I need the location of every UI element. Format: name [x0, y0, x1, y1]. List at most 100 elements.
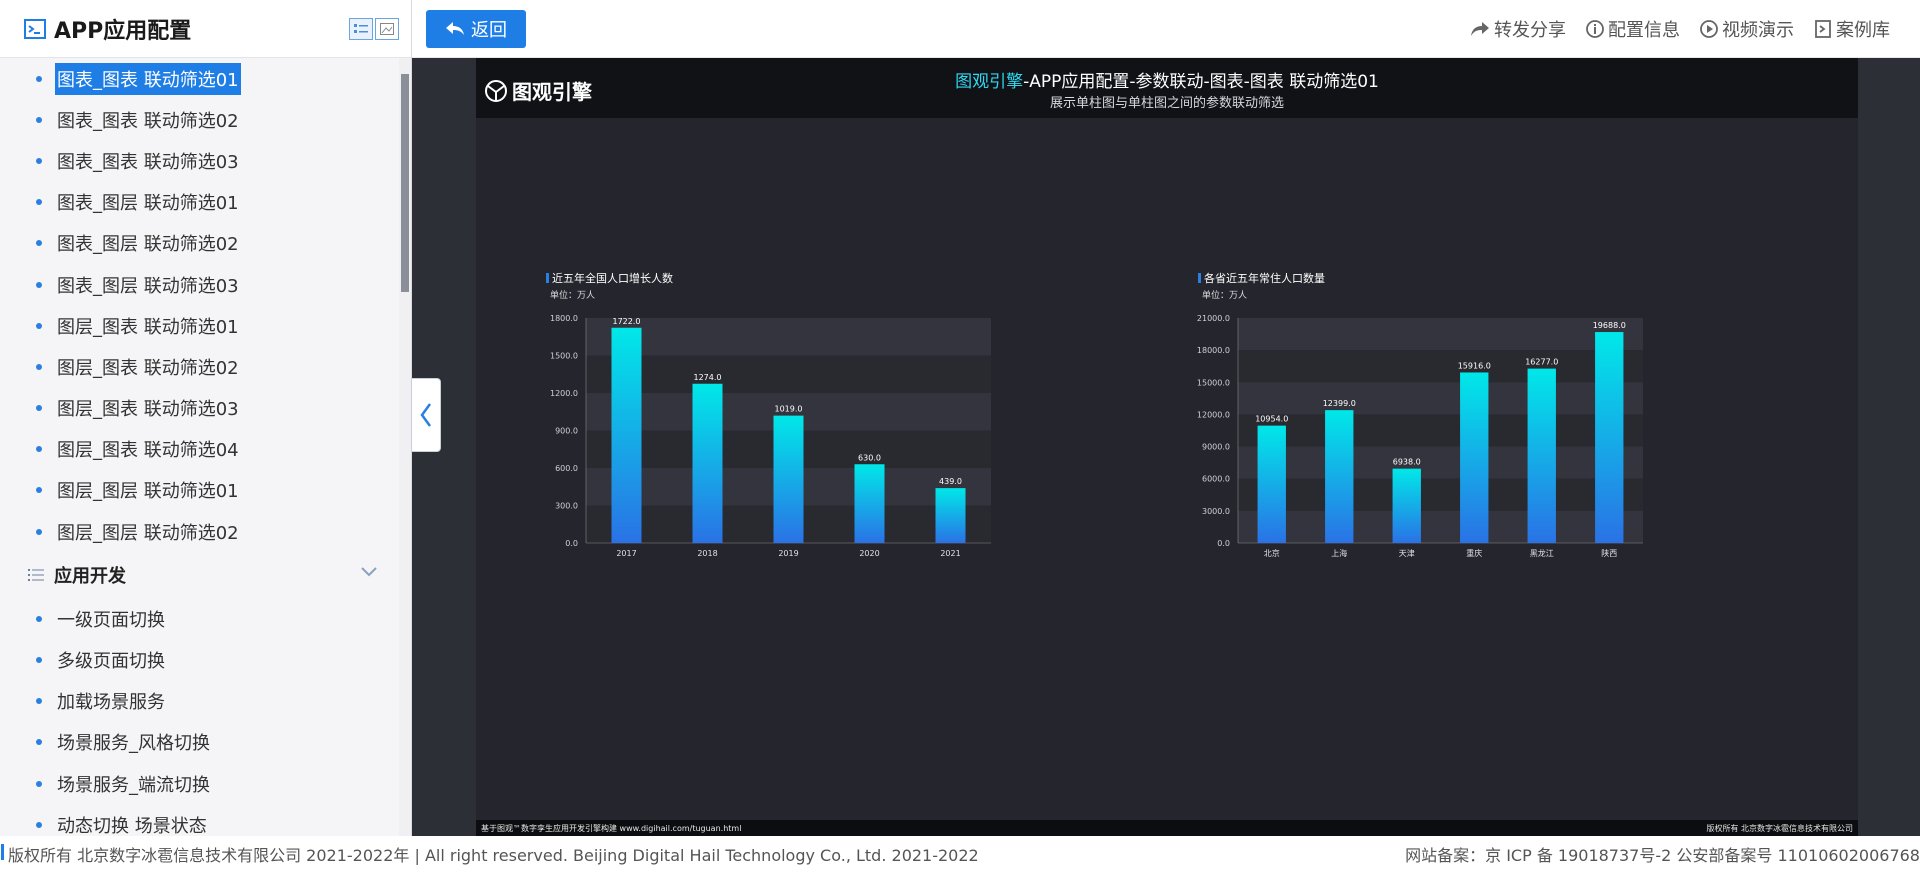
bar	[1595, 332, 1624, 543]
bullet-icon	[36, 657, 42, 664]
y-tick-label: 6000.0	[1202, 475, 1230, 484]
collapse-sidebar-button[interactable]	[411, 378, 441, 452]
config-info-button[interactable]: 配置信息	[1586, 16, 1680, 42]
case-library-label: 案例库	[1836, 20, 1890, 41]
sidebar-item-label: 图层_图表 联动筛选04	[57, 440, 239, 462]
sidebar-item[interactable]: 图表_图表 联动筛选03	[0, 140, 400, 181]
sidebar-item-label: 图表_图表 联动筛选02	[57, 110, 239, 132]
bar	[611, 327, 642, 543]
x-tick-label: 北京	[1264, 548, 1280, 558]
sidebar-title: APP应用配置	[54, 18, 192, 44]
sidebar-item[interactable]: 图表_图表 联动筛选01	[0, 58, 400, 99]
sidebar-item[interactable]: 图表_图层 联动筛选01	[0, 182, 400, 223]
bullet-icon	[36, 698, 42, 705]
sidebar-item[interactable]: 图表_图表 联动筛选02	[0, 99, 400, 140]
sidebar-item[interactable]: 场景服务_风格切换	[0, 722, 400, 763]
sidebar-item-label: 图层_图层 联动筛选02	[57, 522, 239, 544]
sidebar-item[interactable]: 图层_图表 联动筛选03	[0, 388, 400, 429]
library-icon	[1815, 20, 1831, 38]
preview-subtitle: 展示单柱图与单柱图之间的参数联动筛选	[1049, 96, 1284, 111]
bullet-icon	[36, 487, 42, 494]
bullet-icon	[36, 739, 42, 746]
sidebar-group-app-dev[interactable]: 应用开发	[0, 552, 400, 598]
sidebar-scroll-thumb[interactable]	[401, 74, 409, 292]
bar	[1392, 468, 1421, 543]
grid-band	[1238, 318, 1643, 351]
bar	[692, 383, 723, 543]
sidebar-item[interactable]: 图层_图层 联动筛选02	[0, 511, 400, 552]
back-arrow-icon	[446, 21, 464, 35]
list-view-icon[interactable]	[349, 18, 373, 40]
sidebar-item[interactable]: 多级页面切换	[0, 639, 400, 680]
engine-logo-icon	[485, 79, 507, 102]
grid-band	[586, 355, 991, 393]
sidebar-item[interactable]: 图层_图表 联动筛选02	[0, 346, 400, 387]
video-demo-button[interactable]: 视频演示	[1700, 16, 1794, 42]
sidebar-item[interactable]: 场景服务_端流切换	[0, 763, 400, 804]
grid-band	[586, 318, 991, 356]
sidebar-item[interactable]: 加载场景服务	[0, 681, 400, 722]
data-label: 15916.0	[1458, 361, 1491, 370]
grid-band	[1238, 510, 1643, 543]
bullet-icon	[36, 322, 42, 329]
share-button[interactable]: 转发分享	[1470, 16, 1566, 42]
y-tick-label: 300.0	[555, 502, 578, 511]
population-growth-chart: 近五年全国人口增长人数 单位：万人 0.0 300.0 600.0 900.0 1200…	[546, 270, 991, 558]
image-view-icon[interactable]	[375, 18, 399, 40]
sidebar-scrollbar[interactable]	[399, 58, 411, 836]
x-tick-label: 陕西	[1601, 548, 1617, 558]
share-label: 转发分享	[1494, 20, 1566, 41]
y-tick-label: 0.0	[565, 539, 578, 548]
x-tick-label: 上海	[1331, 548, 1347, 558]
app-preview: 图观引擎 图观引擎-APP应用配置-参数联动-图表-图表 联动筛选01 展示单柱…	[476, 58, 1858, 836]
preview-header: 图观引擎 图观引擎-APP应用配置-参数联动-图表-图表 联动筛选01 展示单柱…	[476, 58, 1858, 118]
chart-svg: 0.0 300.0 600.0 900.0 1200.0 1500.0 1800.0 1722…	[550, 314, 991, 558]
bullet-icon	[36, 116, 42, 123]
sidebar-item[interactable]: 图层_图表 联动筛选01	[0, 305, 400, 346]
province-population-chart: 各省近五年常住人口数量 单位：万人 0.0 3000.0 6000.0 9000.0 1…	[1197, 270, 1643, 558]
sidebar-item[interactable]: 图表_图层 联动筛选03	[0, 264, 400, 305]
sidebar-item-label: 图表_图层 联动筛选02	[57, 234, 239, 256]
bullet-icon	[36, 780, 42, 787]
data-label: 12399.0	[1323, 399, 1356, 408]
sidebar-item[interactable]: 图层_图层 联动筛选01	[0, 470, 400, 511]
back-button-label: 返回	[471, 19, 507, 40]
chart-title: 近五年全国人口增长人数	[546, 270, 673, 286]
video-demo-label: 视频演示	[1722, 20, 1794, 41]
sidebar-item[interactable]: 图表_图层 联动筛选02	[0, 223, 400, 264]
data-label: 439.0	[939, 477, 962, 486]
sidebar: APP应用配置 图表_图表 联动筛选01 图表_图表 联动筛选02 图表_图表 联动…	[0, 0, 412, 836]
sidebar-item[interactable]: 图层_图表 联动筛选04	[0, 429, 400, 470]
top-bar: 返回 转发分享 配置信息 视频演示 案例库	[412, 0, 1920, 58]
sidebar-item-label: 加载场景服务	[57, 692, 165, 714]
sidebar-item[interactable]: 动态切换 场景状态	[0, 804, 400, 836]
preview-logo: 图观引擎	[484, 76, 592, 105]
bar	[1460, 372, 1489, 543]
info-icon	[1586, 20, 1604, 38]
sidebar-item-label: 图表_图层 联动筛选01	[57, 193, 239, 215]
bullet-icon	[36, 281, 42, 288]
sidebar-list: 图表_图表 联动筛选01 图表_图表 联动筛选02 图表_图表 联动筛选03 图表_图…	[0, 58, 400, 836]
title-rest: -APP应用配置-参数联动-图表-图表 联动筛选01	[1023, 72, 1379, 92]
y-tick-label: 18000.0	[1197, 346, 1230, 355]
case-library-button[interactable]: 案例库	[1814, 16, 1890, 42]
bullet-icon	[36, 405, 42, 412]
sidebar-header: APP应用配置	[0, 0, 411, 58]
y-tick-label: 21000.0	[1197, 314, 1230, 323]
sidebar-item-label: 图层_图表 联动筛选03	[57, 399, 239, 421]
data-label: 16277.0	[1525, 358, 1558, 367]
bar	[1527, 368, 1556, 543]
play-icon	[1700, 20, 1718, 38]
top-actions: 转发分享 配置信息 视频演示 案例库	[1470, 16, 1890, 42]
sidebar-item-label: 场景服务_端流切换	[57, 774, 210, 796]
x-tick-label: 2021	[940, 549, 960, 558]
data-label: 19688.0	[1593, 321, 1626, 330]
sidebar-item-label: 图表_图表 联动筛选01	[55, 62, 241, 95]
title-brand: 图观引擎	[955, 72, 1024, 92]
grid-band	[1238, 478, 1643, 511]
bar	[773, 415, 804, 543]
data-label: 1019.0	[775, 405, 803, 414]
bar	[1325, 410, 1354, 543]
back-button[interactable]: 返回	[426, 9, 526, 48]
sidebar-item[interactable]: 一级页面切换	[0, 598, 400, 639]
